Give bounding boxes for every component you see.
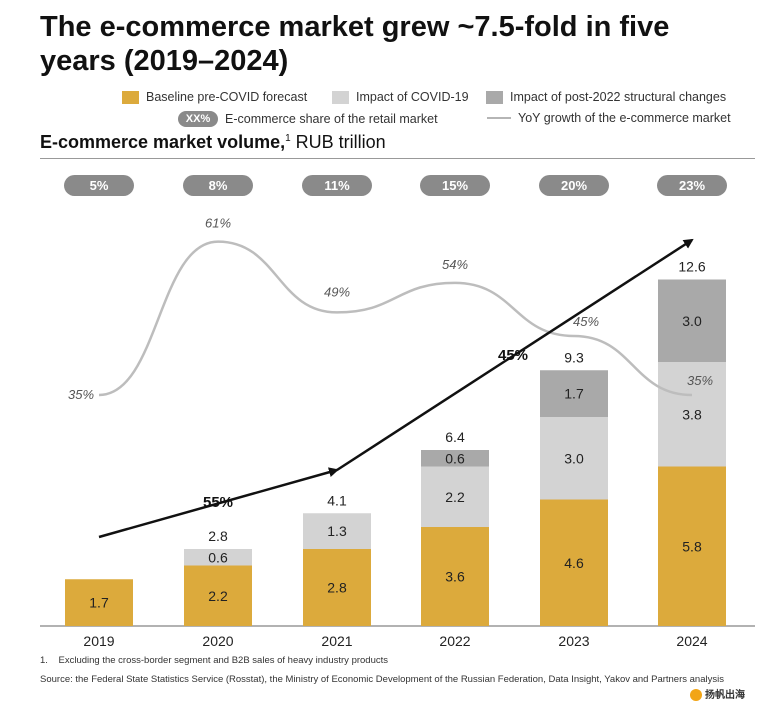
legend-share: XX% E-commerce share of the retail marke… bbox=[178, 111, 438, 127]
source-note: Source: the Federal State Statistics Ser… bbox=[40, 674, 724, 685]
footnote-1: 1. Excluding the cross-border segment an… bbox=[40, 655, 740, 667]
x-tick-2019: 2019 bbox=[83, 633, 114, 649]
page-title: The e-commerce market grew ~7.5-fold in … bbox=[40, 11, 670, 77]
yoy-label-2024: 35% bbox=[687, 373, 713, 388]
bar-covid-2021 bbox=[303, 513, 371, 549]
bar-baseline-2022 bbox=[421, 527, 489, 626]
x-tick-2022: 2022 bbox=[439, 633, 470, 649]
bar-label-baseline-2021: 2.8 bbox=[327, 580, 347, 596]
bar-label-covid-2020: 0.6 bbox=[208, 549, 228, 565]
chart-subtitle: E-commerce market volume,1 RUB trillion bbox=[40, 132, 386, 153]
subtitle-unit: RUB trillion bbox=[290, 132, 386, 152]
legend-structural-label: Impact of post-2022 structural changes bbox=[510, 90, 727, 104]
bar-label-covid-2022: 2.2 bbox=[445, 489, 465, 505]
bar-label-structural-2022: 0.6 bbox=[445, 450, 465, 466]
legend-covid-label: Impact of COVID-19 bbox=[356, 90, 469, 104]
share-pill-2022 bbox=[420, 175, 490, 196]
legend-share-label: E-commerce share of the retail market bbox=[225, 112, 438, 126]
legend-baseline: Baseline pre-COVID forecast bbox=[122, 90, 307, 104]
share-pill-2023 bbox=[539, 175, 609, 196]
cagr-arrow-2021-2024 bbox=[336, 238, 694, 472]
cagr-label-2019-2021: 55% bbox=[203, 494, 233, 511]
legend-yoy: YoY growth of the e-commerce market bbox=[487, 111, 731, 125]
legend-yoy-line bbox=[487, 117, 511, 119]
bar-structural-2022 bbox=[421, 450, 489, 467]
x-tick-2021: 2021 bbox=[321, 633, 352, 649]
bar-covid-2022 bbox=[421, 466, 489, 527]
subtitle-rule bbox=[40, 158, 755, 159]
yoy-label-2021: 49% bbox=[324, 284, 350, 299]
legend-yoy-label: YoY growth of the e-commerce market bbox=[518, 111, 731, 125]
bar-label-covid-2024: 3.8 bbox=[682, 406, 702, 422]
yoy-growth-line bbox=[98, 240, 693, 397]
bar-covid-2020 bbox=[184, 549, 252, 566]
share-pill-label-2024: 23% bbox=[679, 178, 705, 193]
cagr-label-2021-2024: 45% bbox=[498, 347, 528, 364]
subtitle-bold: E-commerce market volume, bbox=[40, 132, 286, 152]
total-label-2022: 6.4 bbox=[445, 429, 465, 445]
footnote-1-text: Excluding the cross-border segment and B… bbox=[58, 655, 389, 666]
cagr-arrow-2019-2021 bbox=[98, 467, 339, 539]
legend-covid-swatch bbox=[332, 90, 349, 104]
share-pill-2021 bbox=[302, 175, 372, 196]
share-pill-label-2021: 11% bbox=[324, 178, 350, 193]
total-label-2021: 4.1 bbox=[327, 492, 347, 508]
bar-baseline-2023 bbox=[540, 499, 608, 626]
bar-label-covid-2021: 1.3 bbox=[327, 523, 347, 539]
bar-covid-2023 bbox=[540, 417, 608, 500]
legend-structural: Impact of post-2022 structural changes bbox=[486, 90, 726, 104]
yoy-label-2020: 61% bbox=[205, 216, 231, 231]
bar-structural-2024 bbox=[658, 279, 726, 362]
bar-label-structural-2024: 3.0 bbox=[682, 313, 702, 329]
bar-label-baseline-2020: 2.2 bbox=[208, 588, 228, 604]
yoy-label-2022: 54% bbox=[442, 257, 468, 272]
legend-covid: Impact of COVID-19 bbox=[332, 90, 469, 104]
bar-label-covid-2023: 3.0 bbox=[564, 450, 584, 466]
bar-label-baseline-2023: 4.6 bbox=[564, 555, 584, 571]
legend-baseline-swatch bbox=[122, 90, 139, 104]
watermark-logo-mark bbox=[690, 689, 702, 702]
share-pill-label-2022: 15% bbox=[442, 178, 468, 193]
bar-baseline-2020 bbox=[184, 565, 252, 626]
share-pill-2020 bbox=[183, 175, 253, 196]
legend-baseline-label: Baseline pre-COVID forecast bbox=[146, 90, 308, 104]
bar-baseline-2024 bbox=[658, 466, 726, 626]
bar-baseline-2019 bbox=[65, 579, 133, 626]
total-label-2023: 9.3 bbox=[564, 349, 584, 365]
share-pill-2024 bbox=[657, 175, 727, 196]
subtitle-footnote-marker: 1 bbox=[285, 133, 291, 144]
footnote-1-number: 1. bbox=[40, 655, 48, 666]
total-label-2024: 12.6 bbox=[678, 259, 705, 275]
bar-label-baseline-2022: 3.6 bbox=[445, 569, 465, 585]
x-tick-2020: 2020 bbox=[202, 633, 233, 649]
legend-share-marker: XX% bbox=[178, 111, 218, 127]
bar-baseline-2021 bbox=[303, 549, 371, 626]
x-tick-2024: 2024 bbox=[676, 633, 707, 649]
bar-label-baseline-2024: 5.8 bbox=[682, 538, 702, 554]
yoy-label-2023: 45% bbox=[573, 314, 599, 329]
legend-structural-swatch bbox=[486, 90, 503, 104]
watermark-logo: 扬帆出海 bbox=[690, 686, 745, 702]
watermark-text: 扬帆出海 bbox=[705, 690, 745, 701]
bar-structural-2023 bbox=[540, 370, 608, 417]
share-pill-label-2019: 5% bbox=[90, 178, 109, 193]
yoy-label-2019: 35% bbox=[68, 387, 94, 402]
x-tick-2023: 2023 bbox=[558, 633, 589, 649]
share-pill-label-2020: 8% bbox=[209, 178, 228, 193]
bar-covid-2024 bbox=[658, 362, 726, 467]
bar-label-structural-2023: 1.7 bbox=[564, 386, 584, 402]
share-pill-label-2023: 20% bbox=[561, 178, 587, 193]
share-pill-2019 bbox=[64, 175, 134, 196]
bar-label-baseline-2019: 1.7 bbox=[89, 595, 109, 611]
total-label-2020: 2.8 bbox=[208, 528, 228, 544]
